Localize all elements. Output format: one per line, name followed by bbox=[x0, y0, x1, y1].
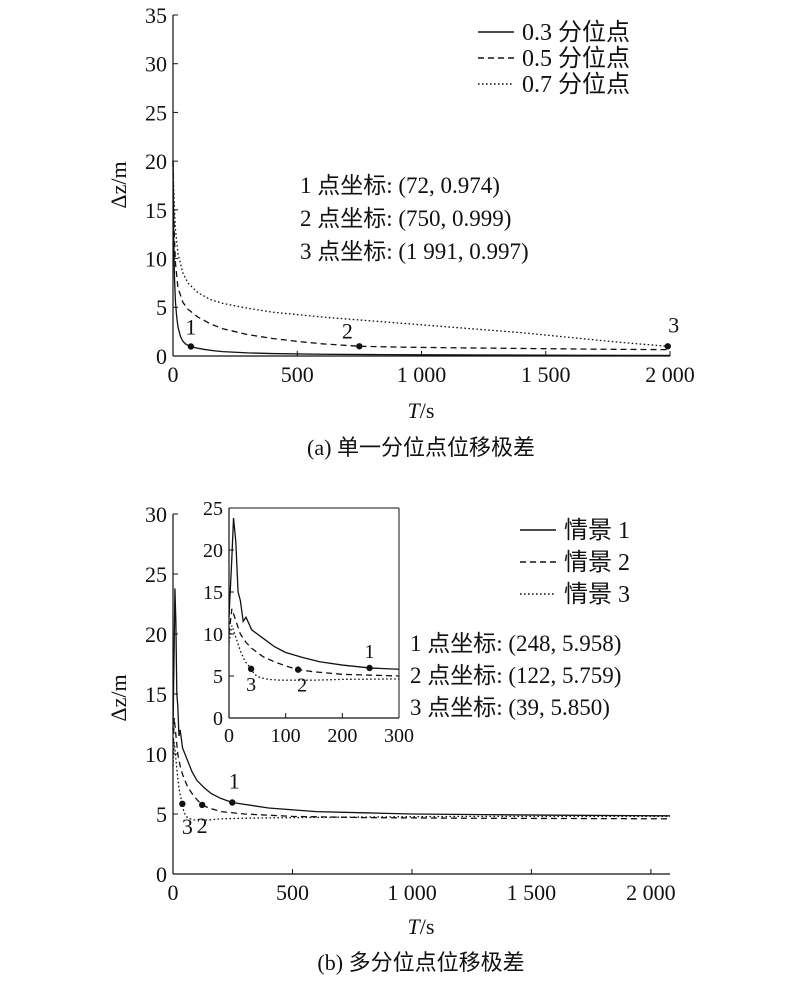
series-line-1 bbox=[228, 518, 400, 670]
y-tick-label: 5 bbox=[213, 666, 223, 688]
marked-point-label-2: 2 bbox=[297, 675, 307, 697]
y-tick-label: 25 bbox=[203, 498, 223, 520]
x-tick-label: 0 bbox=[168, 362, 179, 387]
y-tick-label: 20 bbox=[145, 149, 167, 174]
x-axis-label-symbol: T bbox=[408, 398, 422, 423]
y-axis-label: Δz/m bbox=[106, 674, 131, 721]
marked-point-label-2: 2 bbox=[197, 813, 208, 838]
marked-point-label-2: 2 bbox=[342, 318, 353, 343]
y-tick-label: 25 bbox=[145, 562, 167, 587]
x-tick-label: 500 bbox=[281, 362, 314, 387]
y-tick-label: 30 bbox=[145, 502, 167, 527]
x-tick-label: 0 bbox=[224, 725, 234, 747]
marked-point-label-3: 3 bbox=[182, 814, 193, 839]
x-tick-label: 200 bbox=[327, 725, 357, 747]
y-tick-label: 25 bbox=[145, 100, 167, 125]
coordinate-annotation: 3 点坐标: (39, 5.850) bbox=[410, 695, 610, 720]
marked-point-label-1: 1 bbox=[229, 769, 240, 794]
marked-point-3 bbox=[179, 800, 186, 807]
coordinate-annotation: 2 点坐标: (122, 5.759) bbox=[410, 663, 621, 688]
y-tick-label: 10 bbox=[145, 246, 167, 271]
x-tick-label: 1 000 bbox=[397, 362, 447, 387]
y-tick-label: 20 bbox=[203, 540, 223, 562]
legend-label-2: 情景 2 bbox=[564, 549, 630, 576]
coordinate-annotation: 1 点坐标: (248, 5.958) bbox=[410, 631, 621, 656]
y-tick-label: 10 bbox=[203, 624, 223, 646]
series-line-1 bbox=[172, 588, 671, 817]
y-tick-label: 0 bbox=[156, 344, 167, 369]
x-tick-label: 1 500 bbox=[507, 880, 557, 905]
series-line-3 bbox=[172, 161, 668, 347]
x-tick-label: 1 000 bbox=[387, 880, 437, 905]
x-axis-label: T/s bbox=[408, 398, 435, 423]
series-line-3 bbox=[172, 741, 670, 821]
series-line-2 bbox=[228, 608, 400, 677]
marked-point-3 bbox=[247, 665, 255, 673]
marked-point-2 bbox=[294, 666, 302, 673]
y-axis-label: Δz/m bbox=[106, 161, 131, 208]
marked-point-3 bbox=[664, 343, 671, 350]
y-tick-label: 5 bbox=[156, 295, 167, 320]
marked-point-1 bbox=[187, 343, 195, 350]
marked-point-1 bbox=[229, 799, 236, 806]
x-tick-label: 100 bbox=[271, 725, 301, 747]
inset-chart: 0 100 200 300 0 5 10 15 20 25 1 2 3 bbox=[203, 498, 414, 747]
series-line-2 bbox=[172, 717, 671, 820]
marked-point-label-3: 3 bbox=[668, 312, 679, 337]
series-line-2 bbox=[172, 161, 671, 351]
legend-label-3: 情景 3 bbox=[564, 581, 630, 608]
marked-point-2 bbox=[198, 801, 206, 809]
marked-point-label-1: 1 bbox=[185, 315, 196, 340]
x-tick-label: 0 bbox=[168, 880, 179, 905]
x-tick-label: 2 000 bbox=[645, 362, 695, 387]
y-tick-label: 10 bbox=[145, 742, 167, 767]
y-tick-label: 0 bbox=[213, 708, 223, 730]
x-tick-label: 500 bbox=[276, 880, 309, 905]
marked-point-label-3: 3 bbox=[246, 674, 256, 696]
legend-label-1: 0.3 分位点 bbox=[522, 19, 630, 46]
x-tick-label: 2 000 bbox=[626, 880, 676, 905]
y-tick-label: 30 bbox=[145, 52, 167, 77]
x-axis-label-symbol: T bbox=[408, 914, 422, 939]
x-axis-label-unit: /s bbox=[420, 398, 435, 423]
chart-caption: (a) 单一分位点位移极差 bbox=[307, 435, 535, 460]
legend-label-1: 情景 1 bbox=[564, 517, 630, 544]
series-line-1 bbox=[172, 161, 671, 357]
marked-point-2 bbox=[356, 343, 363, 350]
y-tick-label: 15 bbox=[145, 198, 167, 223]
chart-a: 0 500 1 000 1 500 2 000 0 5 10 15 20 25 30 35 1 2 3 0.3 … bbox=[106, 3, 695, 460]
marked-point-1 bbox=[366, 664, 373, 672]
y-tick-label: 20 bbox=[145, 622, 167, 647]
x-tick-label: 1 500 bbox=[521, 362, 571, 387]
x-axis-label: T/s bbox=[408, 914, 435, 939]
coordinate-annotation: 1 点坐标: (72, 0.974) bbox=[300, 173, 500, 198]
coordinate-annotation: 2 点坐标: (750, 0.999) bbox=[300, 206, 511, 231]
x-axis-label-unit: /s bbox=[420, 914, 435, 939]
legend-label-3: 0.7 分位点 bbox=[522, 71, 630, 98]
y-tick-label: 15 bbox=[203, 582, 223, 604]
y-tick-label: 35 bbox=[145, 3, 167, 28]
y-tick-label: 5 bbox=[156, 802, 167, 827]
marked-point-label-1: 1 bbox=[365, 641, 375, 663]
x-tick-label: 300 bbox=[384, 725, 414, 747]
y-tick-label: 15 bbox=[145, 682, 167, 707]
coordinate-annotation: 3 点坐标: (1 991, 0.997) bbox=[300, 239, 529, 264]
legend-label-2: 0.5 分位点 bbox=[522, 45, 630, 72]
chart-caption: (b) 多分位点位移极差 bbox=[317, 950, 524, 975]
y-tick-label: 0 bbox=[156, 862, 167, 887]
